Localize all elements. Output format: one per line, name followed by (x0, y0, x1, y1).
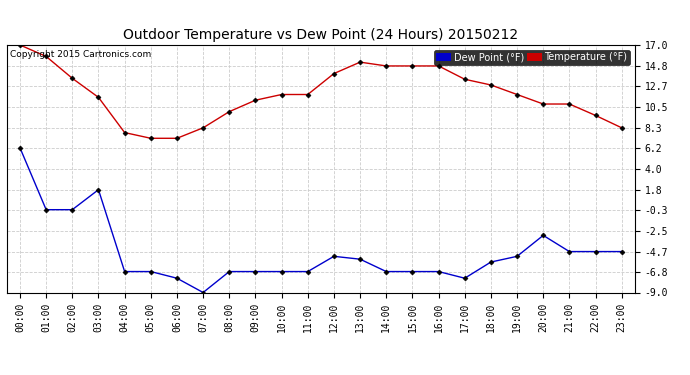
Text: Copyright 2015 Cartronics.com: Copyright 2015 Cartronics.com (10, 50, 151, 59)
Title: Outdoor Temperature vs Dew Point (24 Hours) 20150212: Outdoor Temperature vs Dew Point (24 Hou… (124, 28, 518, 42)
Legend: Dew Point (°F), Temperature (°F): Dew Point (°F), Temperature (°F) (434, 50, 630, 65)
